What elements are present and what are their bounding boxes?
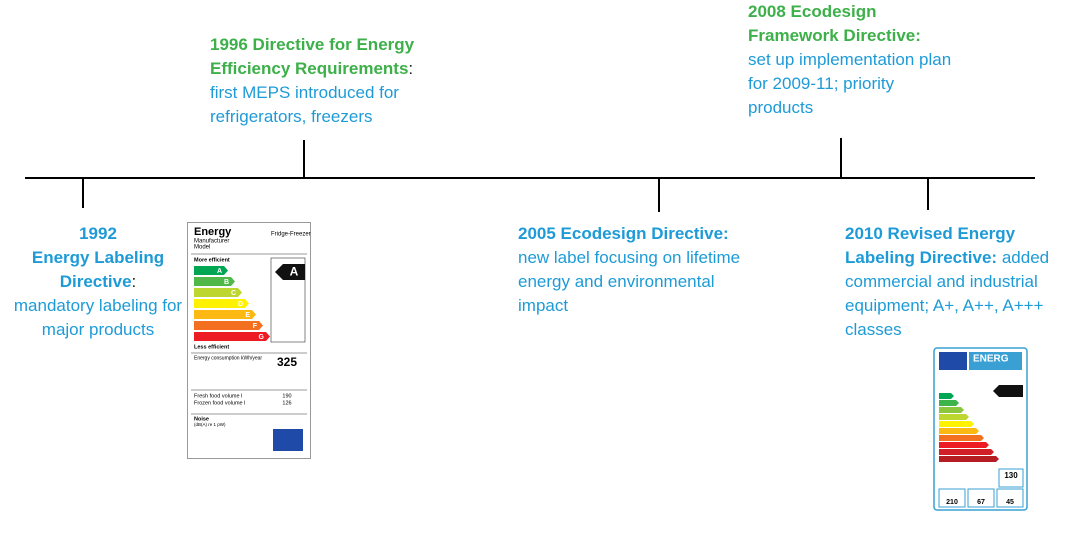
energy-label-old: Energy Manufacturer Model Fridge-Freezer… [187, 222, 311, 459]
label-text: (dB(A) re 1 pW) [194, 422, 226, 427]
label-text: Frozen food volume l [194, 400, 245, 406]
body: new label focusing on lifetime energy an… [518, 246, 768, 318]
consumption: 130 [1004, 471, 1018, 480]
eu-flag [939, 352, 967, 370]
heading: 2010 Revised Energy Labeling Directive: [845, 224, 1015, 267]
label-text: Less efficient [194, 344, 229, 350]
grade-letter: C [231, 290, 236, 297]
event-1996: 1996 Directive for Energy Efficiency Req… [210, 33, 465, 129]
body: mandatory labeling for major products [5, 294, 191, 342]
noise: 45 [1006, 499, 1014, 506]
label-text: Energy consumption kWh/year [194, 355, 262, 361]
rating: A [290, 265, 299, 279]
heading: Directive [60, 272, 132, 291]
grade-bar [194, 266, 228, 275]
grade-bar [939, 435, 984, 441]
heading: Energy Labeling [5, 246, 191, 270]
frozen: 126 [282, 400, 291, 406]
grade-letter: E [245, 312, 250, 319]
label-text: Fresh food volume l [194, 393, 242, 399]
body: first MEPS introduced for refrigerators,… [210, 81, 445, 129]
grade-bar [939, 456, 999, 462]
grade-letter: G [259, 334, 265, 341]
event-1992: 1992 Energy Labeling Directive: mandator… [5, 222, 191, 342]
heading: 1992 [5, 222, 191, 246]
tick [82, 178, 84, 208]
grade-bar [939, 421, 974, 427]
label-text: Model [194, 245, 210, 251]
label-title: ENERG [973, 354, 1009, 365]
tick [840, 138, 842, 178]
grade-bar [939, 442, 989, 448]
tick [658, 178, 660, 212]
consumption: 325 [277, 355, 297, 369]
grade-letter: D [238, 301, 243, 308]
event-2005: 2005 Ecodesign Directive: new label focu… [518, 222, 768, 318]
grade-bar [939, 407, 964, 413]
heading: 2005 Ecodesign Directive: [518, 222, 768, 246]
grade-bar [939, 393, 954, 399]
body: set up implementation plan for 2009-11; … [748, 48, 953, 120]
grade-bar [939, 400, 959, 406]
event-2008: 2008 Ecodesign Framework Directive: set … [748, 0, 953, 120]
label-text: More efficient [194, 257, 230, 263]
heading: 2008 Ecodesign Framework Directive: [748, 0, 953, 48]
grade-letter: A [217, 268, 222, 275]
colon: : [132, 272, 137, 291]
grade-bar [939, 414, 969, 420]
grade-letter: F [253, 323, 258, 330]
rating-arrow [993, 385, 1023, 397]
colon: : [408, 59, 413, 78]
grade-bar [939, 449, 994, 455]
grade-bar [939, 428, 979, 434]
heading: 1996 Directive for Energy Efficiency Req… [210, 35, 414, 78]
fresh: 210 [946, 499, 958, 506]
energy-label-new: ENERG 130 210 67 45 [933, 347, 1028, 511]
fresh: 190 [282, 393, 291, 399]
label-text: Fridge-Freezer [271, 232, 311, 238]
label-title: Energy [194, 226, 232, 238]
timeline-axis [25, 177, 1035, 179]
frozen: 67 [977, 499, 985, 506]
tick [927, 178, 929, 210]
tick [303, 140, 305, 178]
eu-flag [273, 429, 303, 451]
timeline-page: 1992 Energy Labeling Directive: mandator… [0, 0, 1084, 535]
event-2010: 2010 Revised Energy Labeling Directive: … [845, 222, 1084, 342]
grade-letter: B [224, 279, 229, 286]
